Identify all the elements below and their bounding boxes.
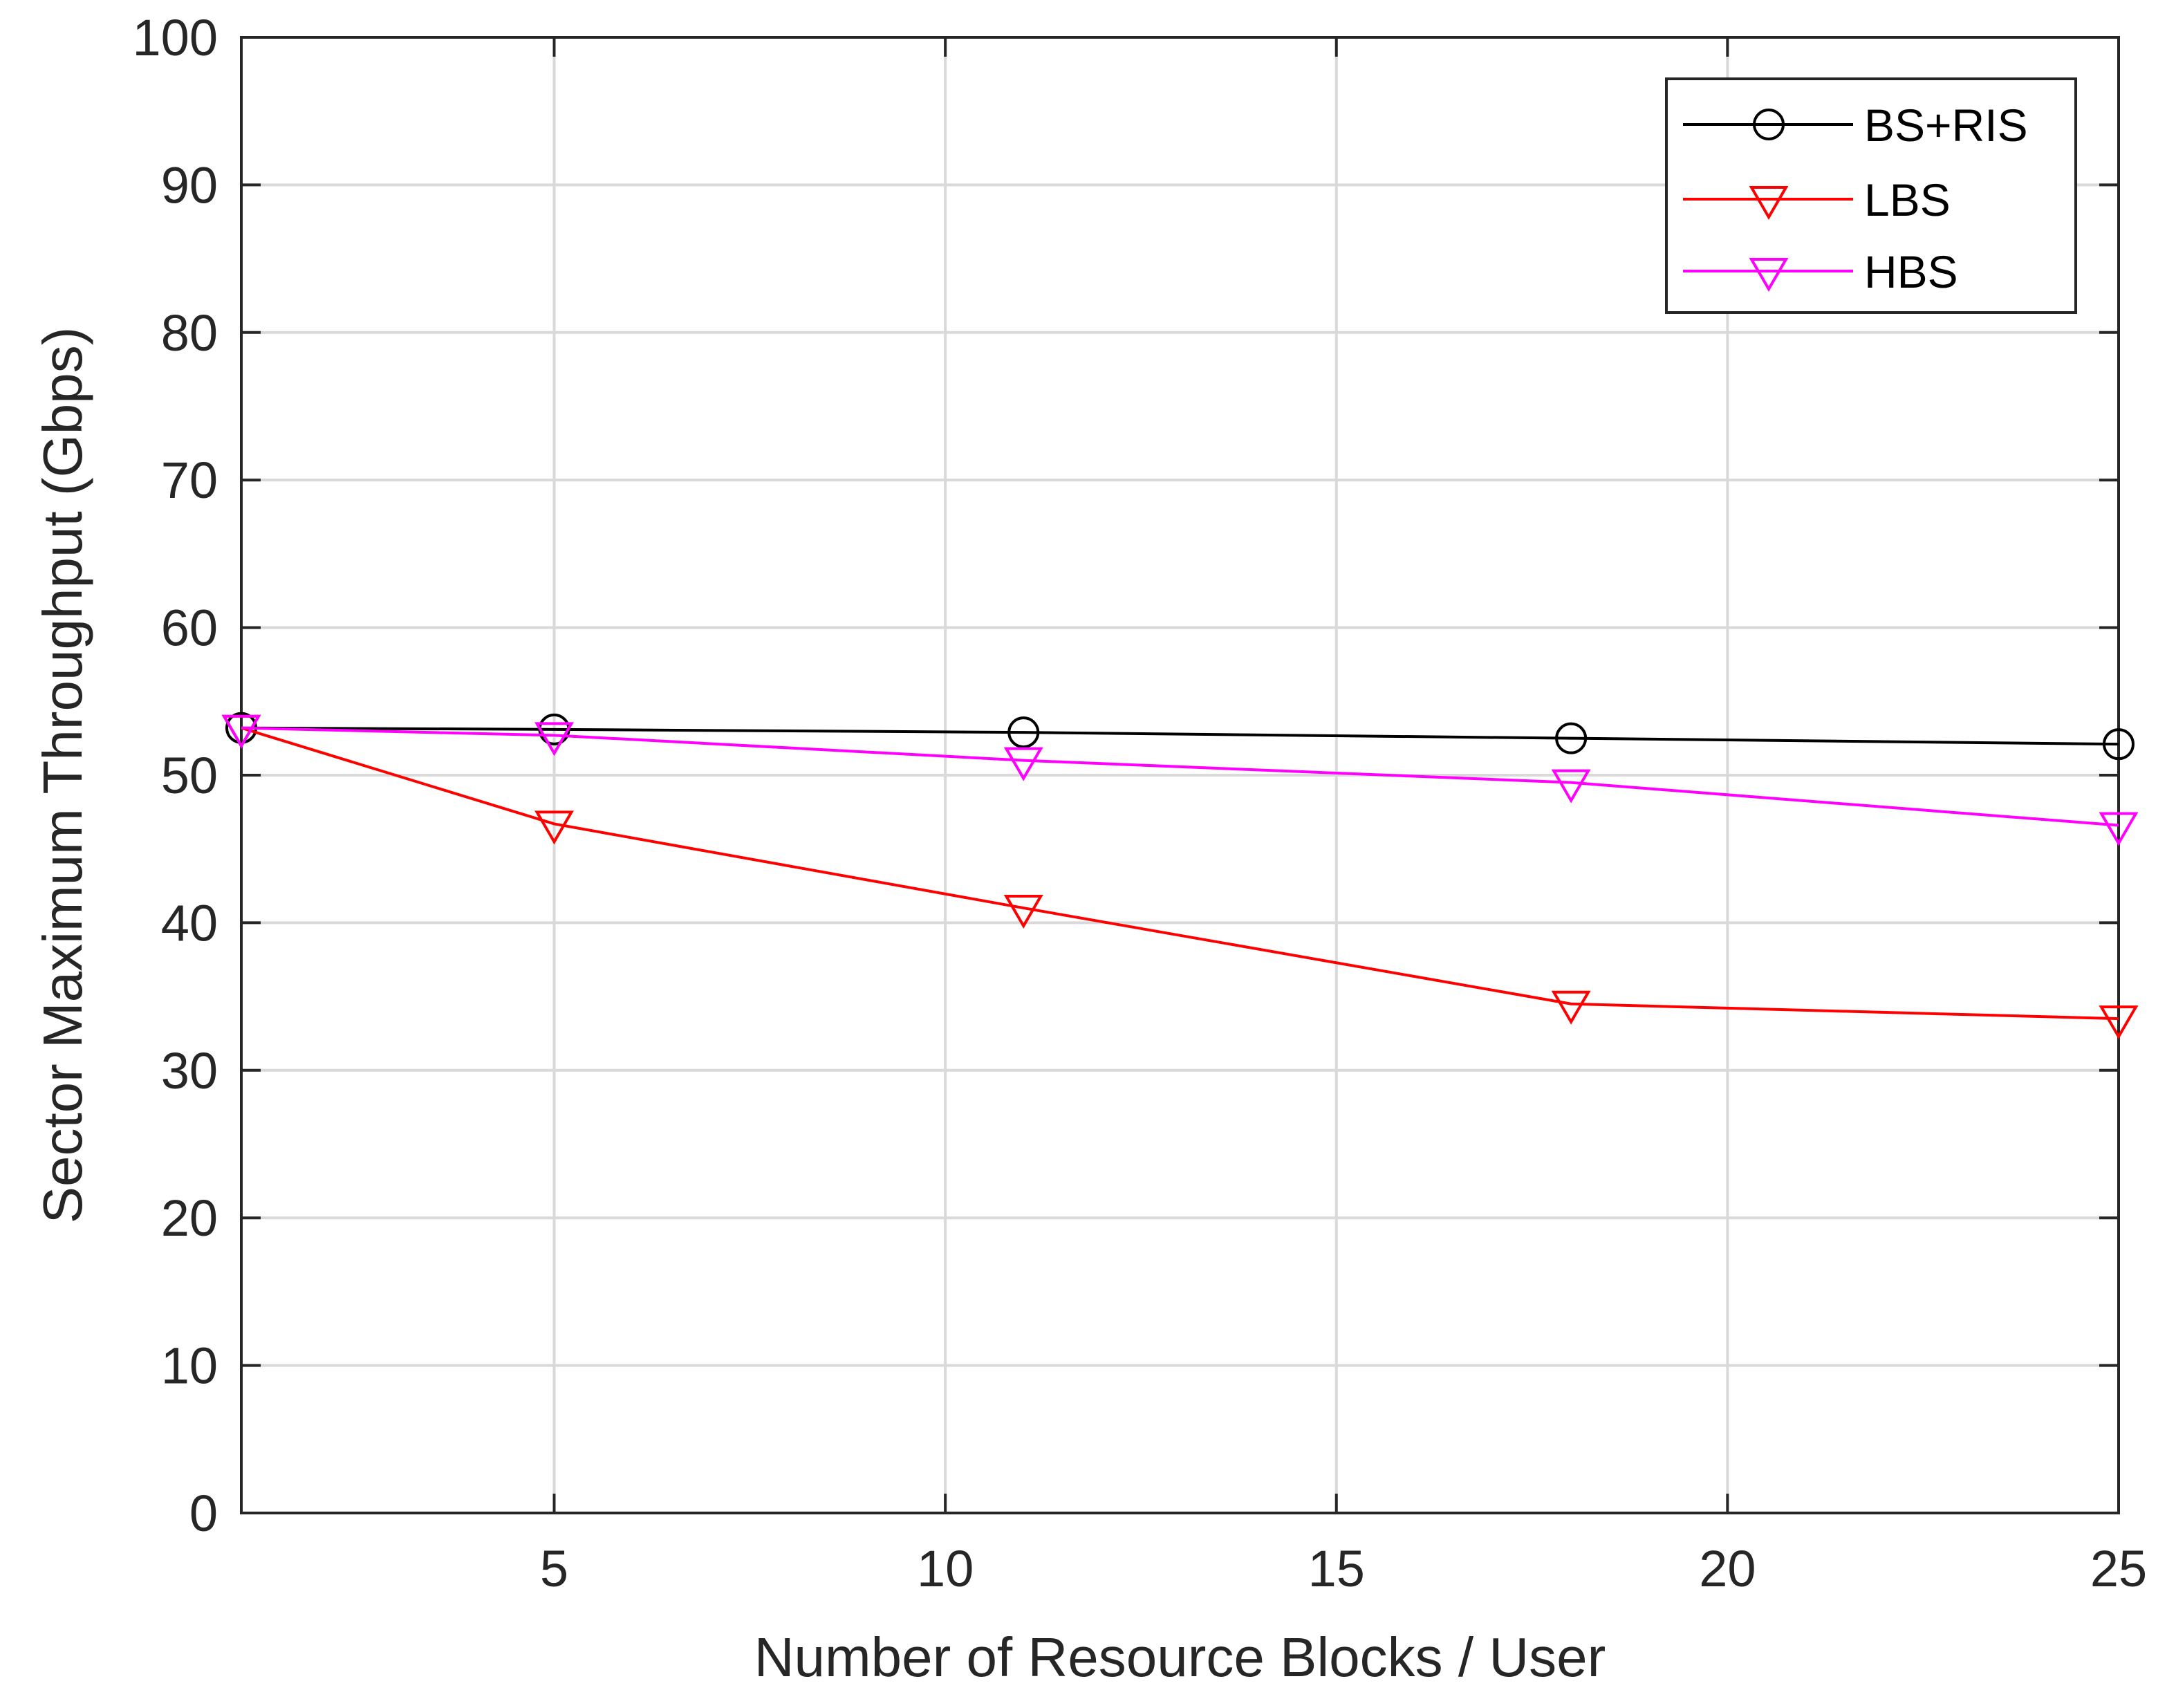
data-point: [1555, 722, 1588, 754]
data-point: [534, 722, 574, 756]
data-point: [534, 810, 574, 845]
y-tick-label: 40: [161, 894, 218, 952]
series-hbs: [221, 714, 2139, 846]
data-point: [2099, 812, 2139, 846]
legend-entry: HBS: [1683, 246, 1958, 297]
y-tick-label: 50: [161, 747, 218, 804]
legend-label: BS+RIS: [1864, 100, 2028, 151]
data-point: [1551, 769, 1591, 804]
plot-series: [221, 712, 2139, 1040]
legend-label: LBS: [1864, 174, 1951, 225]
data-point: [2103, 728, 2135, 761]
data-point: [1003, 747, 1043, 781]
y-tick-label: 70: [161, 452, 218, 509]
legend-entry: LBS: [1683, 174, 1951, 225]
legend-entry: BS+RIS: [1683, 100, 2028, 151]
legend-marker: [1749, 258, 1789, 292]
x-axis-title: Number of Resource Blocks / User: [754, 1626, 1606, 1688]
x-tick-label: 25: [2090, 1540, 2147, 1597]
y-axis-title: Sector Maximum Throughput (Gbps): [32, 327, 93, 1224]
y-tick-label: 100: [133, 9, 218, 66]
legend-box: [1665, 77, 2077, 314]
y-tick-label: 0: [189, 1485, 218, 1542]
y-tick-label: 30: [161, 1042, 218, 1099]
legend: BS+RIS LBS HBS: [1665, 77, 2077, 314]
x-tick-label: 15: [1308, 1540, 1365, 1597]
data-point: [1551, 990, 1591, 1025]
x-tick-label: 10: [917, 1540, 974, 1597]
legend-label: HBS: [1864, 246, 1958, 297]
series-line: [241, 726, 2119, 1021]
x-tick-label: 20: [1699, 1540, 1756, 1597]
legend-marker: [1753, 109, 1785, 140]
data-point: [221, 714, 261, 749]
grid: [241, 37, 2119, 1513]
axes: 5 10 15 20 25 0 10 20 30 40 50 60 70 80 90 100: [133, 9, 2148, 1597]
series-bs-ris: [225, 712, 2135, 761]
data-point: [1003, 895, 1043, 929]
y-tick-label: 60: [161, 600, 218, 657]
series-line: [241, 726, 2119, 827]
data-point: [2099, 1005, 2139, 1040]
legend-marker: [1749, 186, 1789, 220]
y-tick-label: 80: [161, 304, 218, 362]
data-point: [1007, 716, 1040, 749]
y-tick-label: 90: [161, 156, 218, 214]
y-tick-label: 10: [161, 1337, 218, 1395]
y-tick-label: 20: [161, 1189, 218, 1247]
x-tick-label: 5: [540, 1540, 568, 1597]
series-line: [241, 726, 2119, 746]
